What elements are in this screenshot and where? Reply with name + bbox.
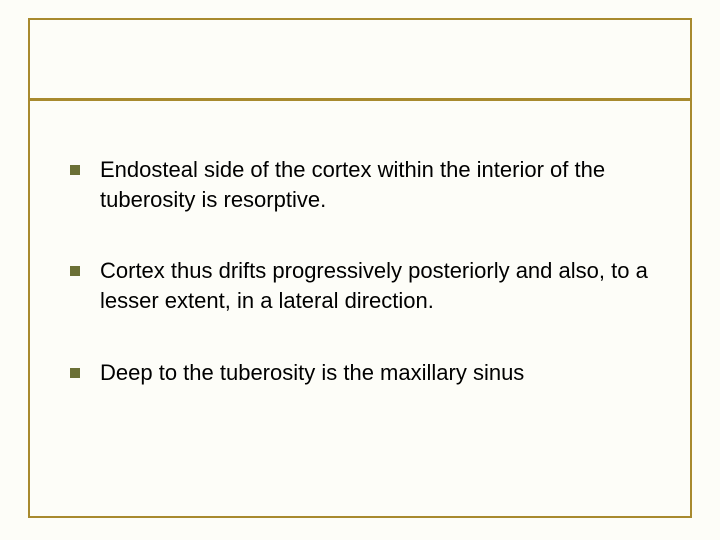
bullet-text: Endosteal side of the cortex within the … (100, 155, 660, 214)
square-bullet-icon (70, 165, 80, 175)
header-rule (28, 98, 692, 101)
square-bullet-icon (70, 368, 80, 378)
bullet-text: Cortex thus drifts progressively posteri… (100, 256, 660, 315)
bullet-text: Deep to the tuberosity is the maxillary … (100, 358, 524, 388)
list-item: Endosteal side of the cortex within the … (70, 155, 660, 214)
list-item: Cortex thus drifts progressively posteri… (70, 256, 660, 315)
slide-body: Endosteal side of the cortex within the … (70, 155, 660, 429)
list-item: Deep to the tuberosity is the maxillary … (70, 358, 660, 388)
square-bullet-icon (70, 266, 80, 276)
